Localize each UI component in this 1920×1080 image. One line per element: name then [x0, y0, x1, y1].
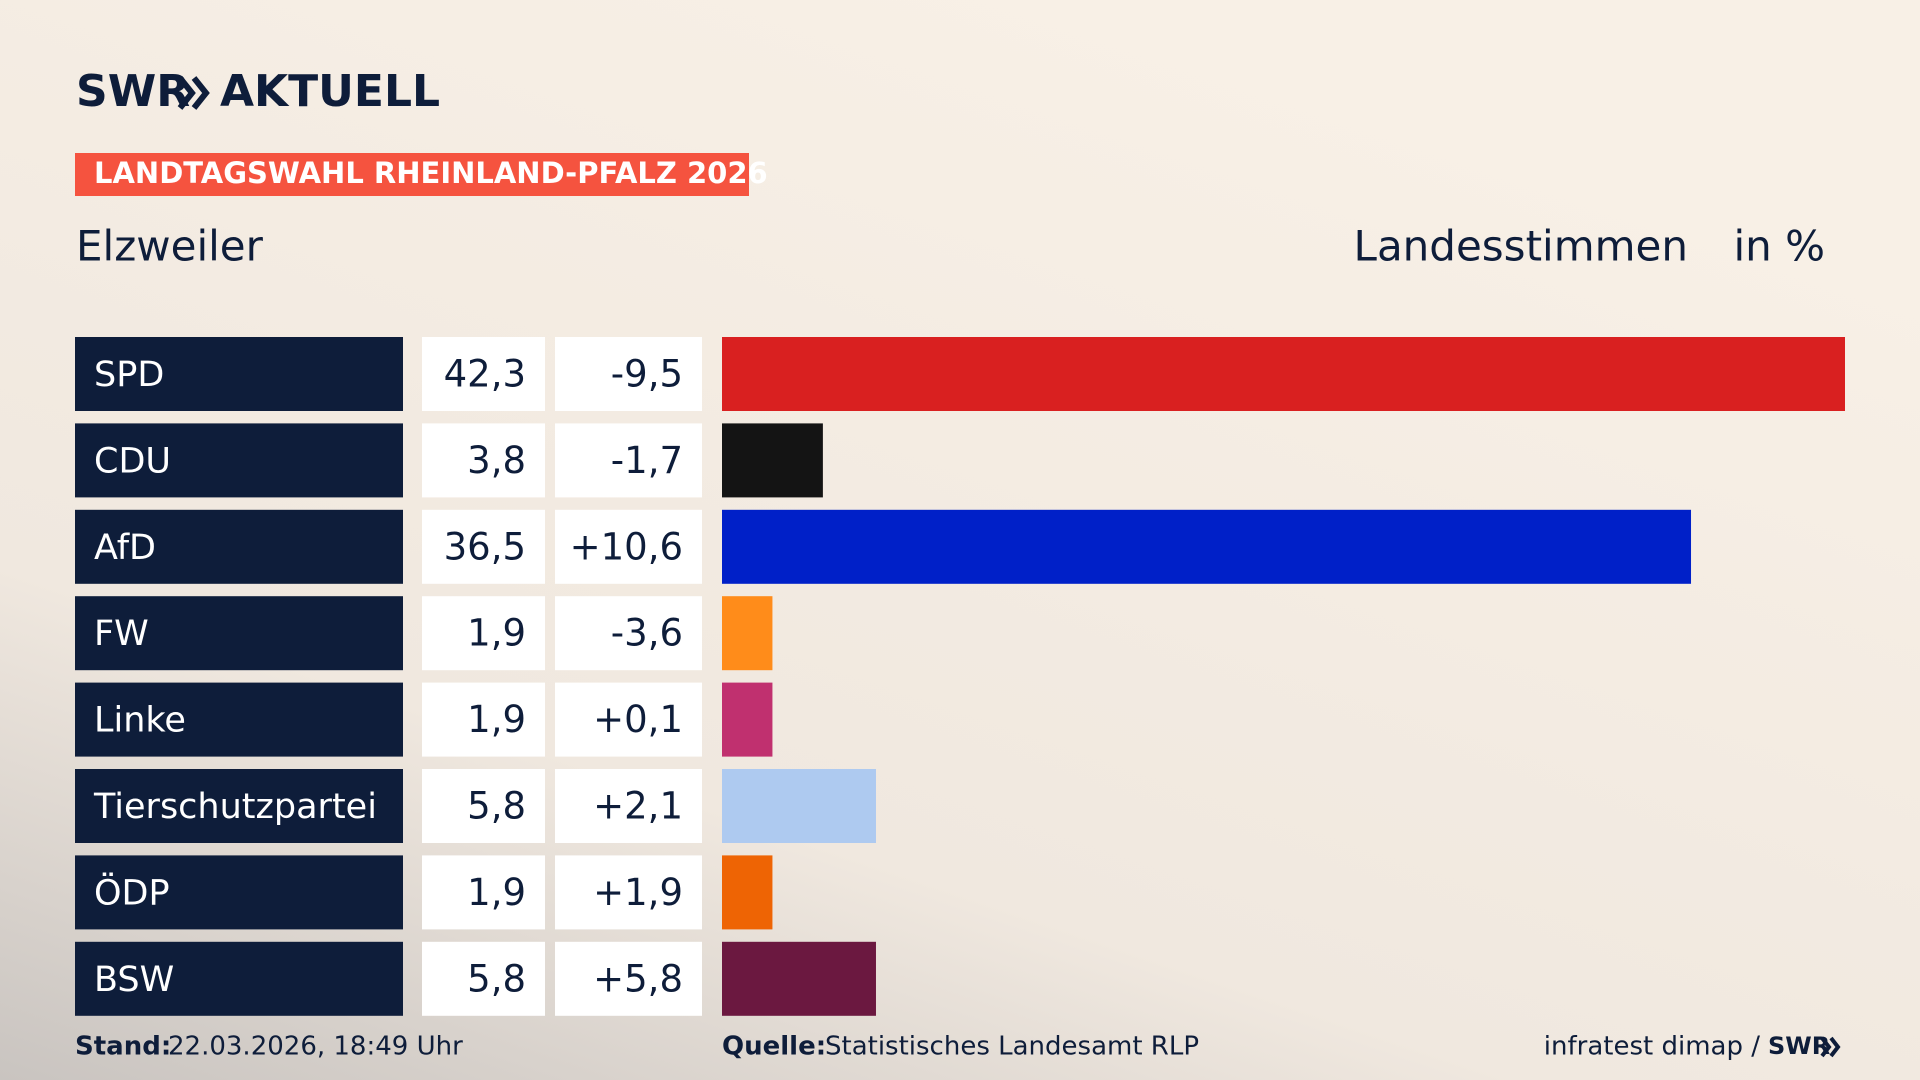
- stand-label: Stand:: [75, 1032, 171, 1062]
- bar: [722, 509, 1692, 584]
- party-label: CDU: [94, 441, 171, 481]
- value-box: [422, 423, 545, 498]
- subtitle: Elzweiler: [76, 222, 264, 271]
- credit-brand: SWR: [1768, 1032, 1830, 1060]
- chart-title: LANDTAGSWAHL RHEINLAND-PFALZ 2026: [94, 156, 768, 190]
- brand: SWR: [76, 66, 190, 117]
- brand-chevrons: [177, 76, 210, 110]
- party-box: [75, 682, 403, 757]
- change-label: -3,6: [611, 612, 683, 655]
- change-label: +1,9: [593, 871, 683, 914]
- bar: [722, 337, 1845, 411]
- value-label: 5,8: [467, 957, 526, 1000]
- source-label: Quelle:: [722, 1032, 826, 1062]
- change-label: -1,7: [611, 439, 683, 482]
- change-box: [555, 596, 702, 671]
- party-label: Linke: [94, 701, 186, 741]
- party-label: SPD: [94, 355, 164, 395]
- party-box: [75, 423, 403, 498]
- value-label: 42,3: [444, 353, 526, 396]
- party-label: AfD: [94, 528, 156, 568]
- change-box: [555, 941, 702, 1016]
- value-label: 3,8: [467, 439, 526, 482]
- bar: [722, 596, 773, 671]
- credit-chevrons: [1820, 1036, 1841, 1058]
- value-label: 1,9: [467, 698, 526, 741]
- value-label: 1,9: [467, 612, 526, 655]
- value-box: [422, 337, 545, 411]
- bar: [722, 423, 823, 498]
- unit: in %: [1733, 222, 1825, 271]
- bar: [722, 941, 876, 1016]
- credit: infratest dimap /: [1544, 1032, 1760, 1062]
- value-label: 5,8: [467, 785, 526, 828]
- change-box: [555, 769, 702, 843]
- party-box: [75, 855, 403, 930]
- bar: [722, 769, 876, 843]
- party-label: FW: [94, 614, 149, 654]
- title-banner: [75, 153, 749, 196]
- change-box: [555, 337, 702, 411]
- bar: [722, 855, 773, 930]
- value-box: [422, 769, 545, 843]
- value-label: 36,5: [444, 525, 526, 568]
- value-box: [422, 941, 545, 1016]
- party-box: [75, 941, 403, 1016]
- source: Statistisches Landesamt RLP: [825, 1032, 1199, 1062]
- change-box: [555, 509, 702, 584]
- value-box: [422, 682, 545, 757]
- change-label: +10,6: [570, 525, 683, 568]
- measure: Landesstimmen: [1354, 222, 1688, 271]
- value-box: [422, 596, 545, 671]
- change-label: -9,5: [611, 353, 683, 396]
- change-label: +2,1: [593, 785, 683, 828]
- party-label: ÖDP: [94, 871, 170, 913]
- change-label: +0,1: [593, 698, 683, 741]
- party-box: [75, 509, 403, 584]
- change-label: +5,8: [593, 957, 683, 1000]
- party-box: [75, 337, 403, 411]
- bar: [722, 682, 773, 757]
- rows: SPD 42,3 -9,5 CDU 3,8 -1,7 AfD 36,5 +10,6 FW 1,9 -3…: [75, 337, 1845, 1016]
- party-label: Tierschutzpartei: [93, 787, 377, 827]
- value-label: 1,9: [467, 871, 526, 914]
- brand-sub: AKTUELL: [220, 66, 440, 117]
- party-box: [75, 596, 403, 671]
- change-box: [555, 682, 702, 757]
- change-box: [555, 423, 702, 498]
- value-box: [422, 855, 545, 930]
- change-box: [555, 855, 702, 930]
- party-box: [75, 769, 403, 843]
- party-label: BSW: [94, 960, 174, 1000]
- value-box: [422, 509, 545, 584]
- stand: 22.03.2026, 18:49 Uhr: [168, 1032, 463, 1062]
